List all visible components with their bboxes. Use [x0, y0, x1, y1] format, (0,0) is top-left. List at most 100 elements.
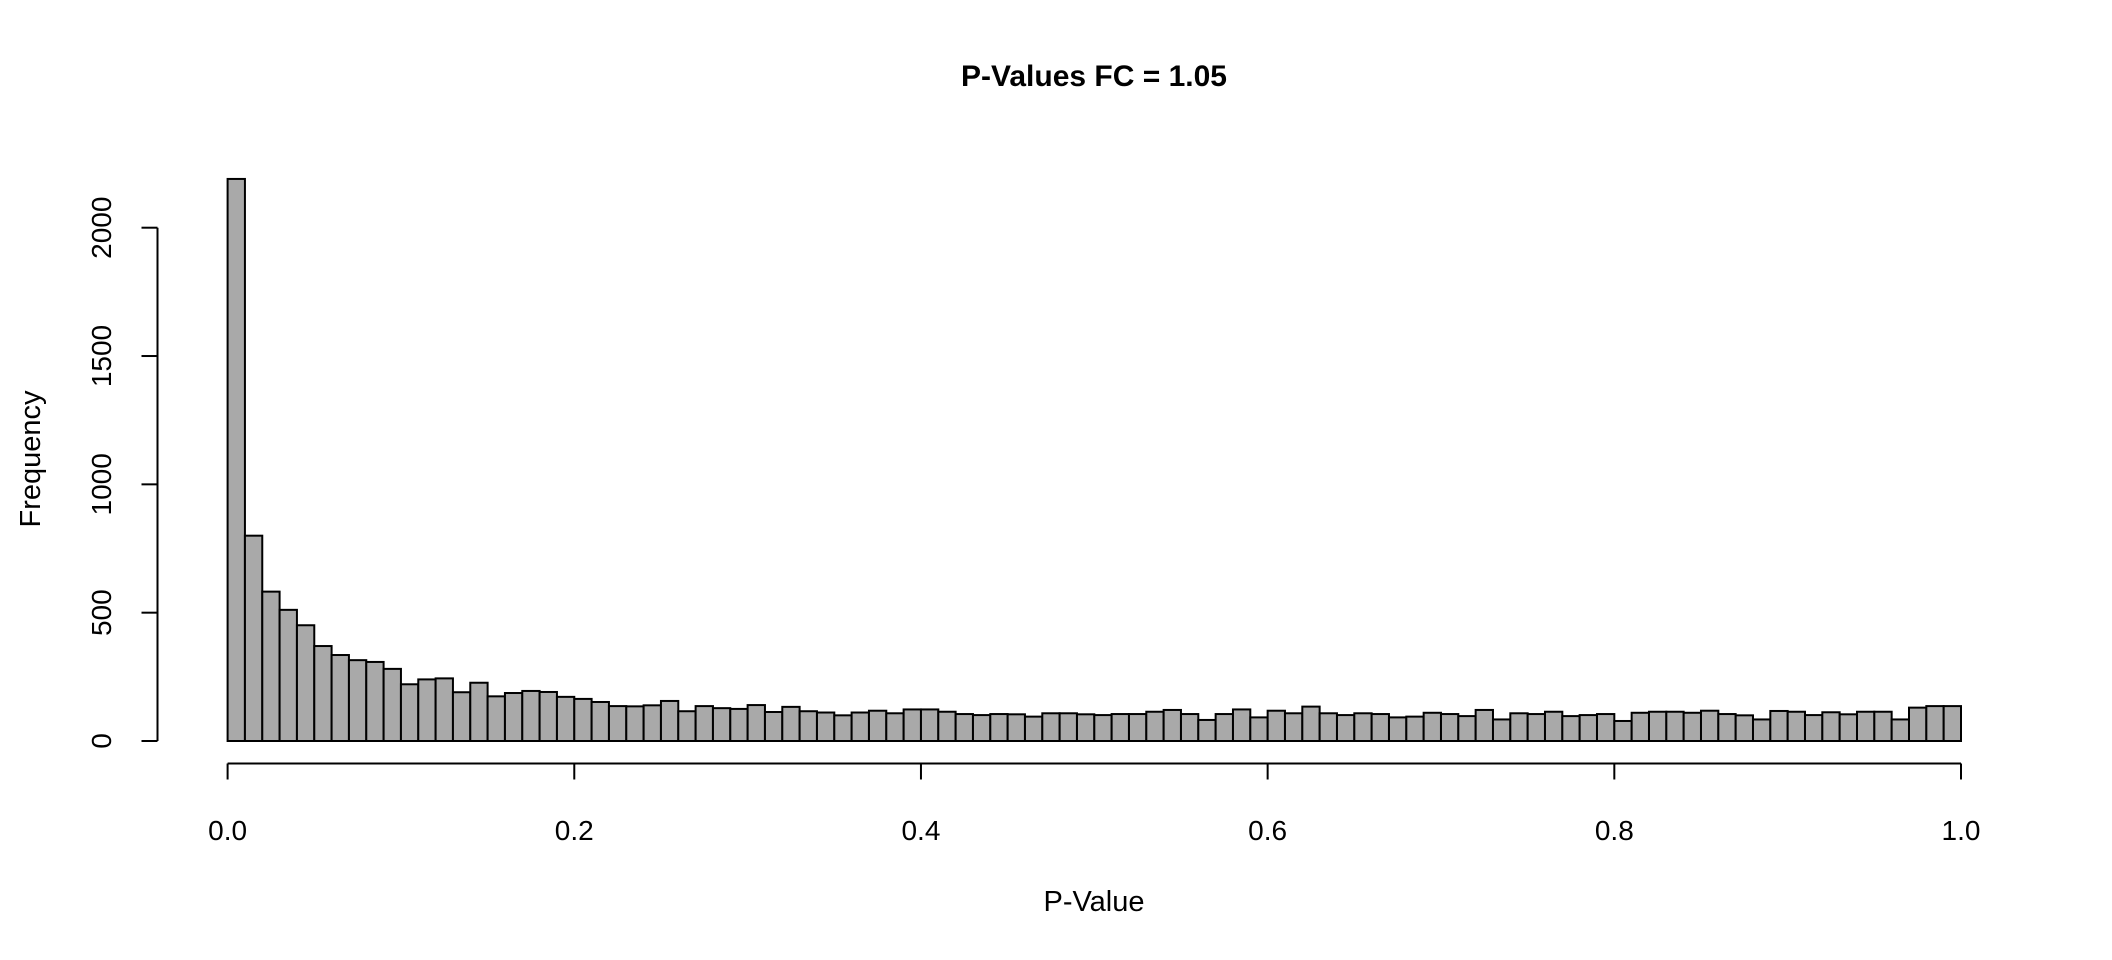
histogram-bar: [1093, 714, 1113, 743]
histogram-bar: [902, 708, 922, 742]
histogram-bar: [503, 692, 524, 743]
histogram-bar: [971, 714, 992, 743]
histogram-bar: [382, 667, 402, 743]
histogram-bar: [885, 712, 905, 743]
histogram-bar: [1890, 718, 1910, 743]
histogram-bar: [417, 678, 437, 743]
histogram-bar: [1318, 712, 1338, 743]
histogram-bar: [1803, 714, 1824, 743]
histogram-bar: [746, 704, 766, 743]
histogram-bar: [607, 705, 628, 742]
histogram-bar: [313, 645, 333, 742]
histogram-bar: [1821, 711, 1841, 743]
histogram-bar: [1856, 710, 1876, 742]
histogram-bar: [1058, 712, 1078, 743]
histogram-bar: [1335, 714, 1356, 743]
histogram-bar: [243, 534, 264, 742]
histogram-bar: [850, 711, 870, 743]
y-axis-tick-label: 1000: [86, 453, 117, 515]
histogram-bar: [1751, 718, 1772, 743]
x-axis-tick-label: 0.2: [555, 815, 594, 846]
histogram-bar: [989, 713, 1009, 742]
histogram-bar: [1405, 715, 1425, 742]
histogram-bar: [1595, 713, 1616, 742]
histogram-bar: [1526, 713, 1546, 742]
y-axis-tick-label: 1500: [86, 325, 117, 387]
y-axis-tick-label: 2000: [86, 197, 117, 259]
histogram-bar: [590, 700, 610, 742]
histogram-bar: [729, 707, 749, 742]
histogram-bar: [538, 690, 558, 742]
x-axis-tick-label: 0.6: [1248, 815, 1287, 846]
histogram-bar: [1266, 709, 1286, 742]
histogram-bar: [1023, 715, 1044, 742]
histogram-bar: [711, 707, 732, 743]
histogram-bar: [1075, 713, 1096, 742]
histogram-bar: [919, 708, 940, 742]
histogram-bar: [555, 695, 576, 742]
histogram-bar: [1145, 710, 1165, 742]
histogram-bar: [1630, 711, 1650, 743]
histogram-bar: [347, 659, 368, 742]
histogram-bar: [1561, 715, 1581, 742]
histogram-bar: [1769, 709, 1789, 742]
x-axis-tick-label: 1.0: [1942, 815, 1981, 846]
histogram-bar: [1491, 718, 1512, 743]
histogram-bar: [278, 608, 298, 742]
x-axis-tick-label: 0.8: [1595, 815, 1634, 846]
histogram-bar: [451, 691, 472, 742]
histogram-bar: [937, 710, 957, 742]
histogram-bar: [1699, 709, 1720, 742]
histogram-bar: [434, 677, 454, 743]
histogram-bar: [1474, 708, 1494, 743]
y-axis-label: Frequency: [15, 390, 47, 528]
x-axis: 0.0 0.2 0.4 0.6 0.8 1.0: [208, 762, 1981, 846]
y-axis: 0 500 1000 1500 2000: [86, 197, 159, 749]
histogram-bar: [1786, 710, 1806, 742]
histogram-bar: [1925, 705, 1945, 742]
histogram-bar: [659, 699, 680, 743]
histogram-bar: [798, 710, 818, 742]
histogram-bar: [469, 681, 489, 742]
histogram-bar: [1717, 713, 1737, 742]
histogram-bar: [833, 714, 853, 743]
histogram-bar: [1006, 713, 1026, 742]
x-axis-tick-label: 0.0: [208, 815, 247, 846]
x-axis-label: P-Value: [1043, 886, 1144, 918]
histogram-bar: [1422, 711, 1442, 743]
y-axis-tick-label: 500: [86, 589, 117, 636]
x-axis-tick-label: 0.4: [901, 815, 940, 846]
histogram-bar: [261, 590, 281, 742]
histogram-bar: [954, 713, 974, 742]
histogram-bar: [1179, 713, 1200, 742]
histogram-bar: [1127, 713, 1148, 742]
histogram-bar: [763, 711, 784, 742]
bars-group: [226, 177, 1963, 743]
histogram-bar: [1509, 712, 1529, 743]
histogram-bar: [642, 704, 662, 743]
histogram-bar: [399, 683, 420, 743]
histogram-bar: [1370, 713, 1390, 742]
histogram-bar: [694, 705, 714, 742]
histogram-bar: [486, 695, 506, 743]
histogram-bar: [677, 710, 697, 742]
histogram-bar: [1838, 713, 1858, 742]
histogram-bar: [1387, 716, 1408, 743]
histogram-bar: [781, 705, 801, 742]
histogram-bar: [365, 660, 385, 743]
histogram-bar: [1249, 716, 1269, 743]
histogram-bar: [867, 709, 888, 742]
histogram-bar: [1197, 718, 1217, 743]
histogram-bar: [1041, 712, 1061, 743]
histogram-bar: [1162, 708, 1182, 743]
histogram-bar: [625, 705, 645, 742]
histogram-bar: [1578, 714, 1598, 743]
histogram-bar: [330, 654, 350, 743]
histogram-bar: [573, 697, 593, 742]
histogram-bar: [1457, 715, 1477, 742]
histogram-bar: [521, 689, 541, 743]
histogram-bar: [1734, 714, 1754, 743]
histogram-bar: [1543, 710, 1564, 742]
